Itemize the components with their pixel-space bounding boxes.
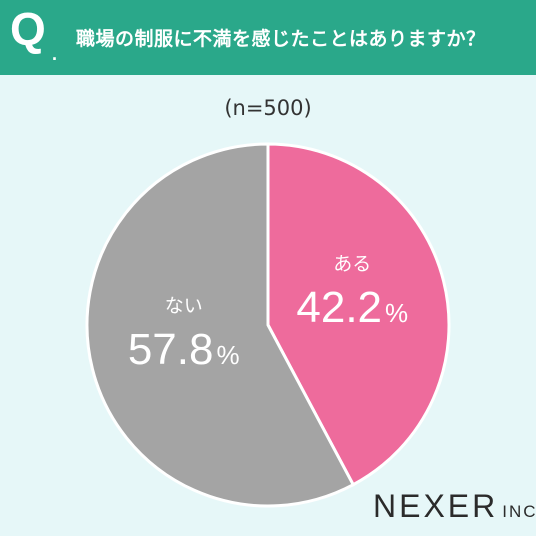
slice-nai [85,142,356,508]
slice-category-label: ない [165,295,203,317]
slice-value-label: 57.8% [128,325,240,374]
logo-main: NEXER [373,488,499,524]
q-dot: . [52,44,58,64]
slice-value-label: 42.2% [296,283,408,332]
sample-size-label: (n=500) [224,96,312,120]
slice-category-label: ある [333,253,371,275]
slice-aru [266,142,451,487]
logo-suffix: INC. [502,502,536,521]
question-header: Q . 職場の制服に不満を感じたことはありますか？ [0,0,536,75]
question-text: 職場の制服に不満を感じたことはありますか？ [76,28,486,50]
q-mark: Q [10,3,46,55]
